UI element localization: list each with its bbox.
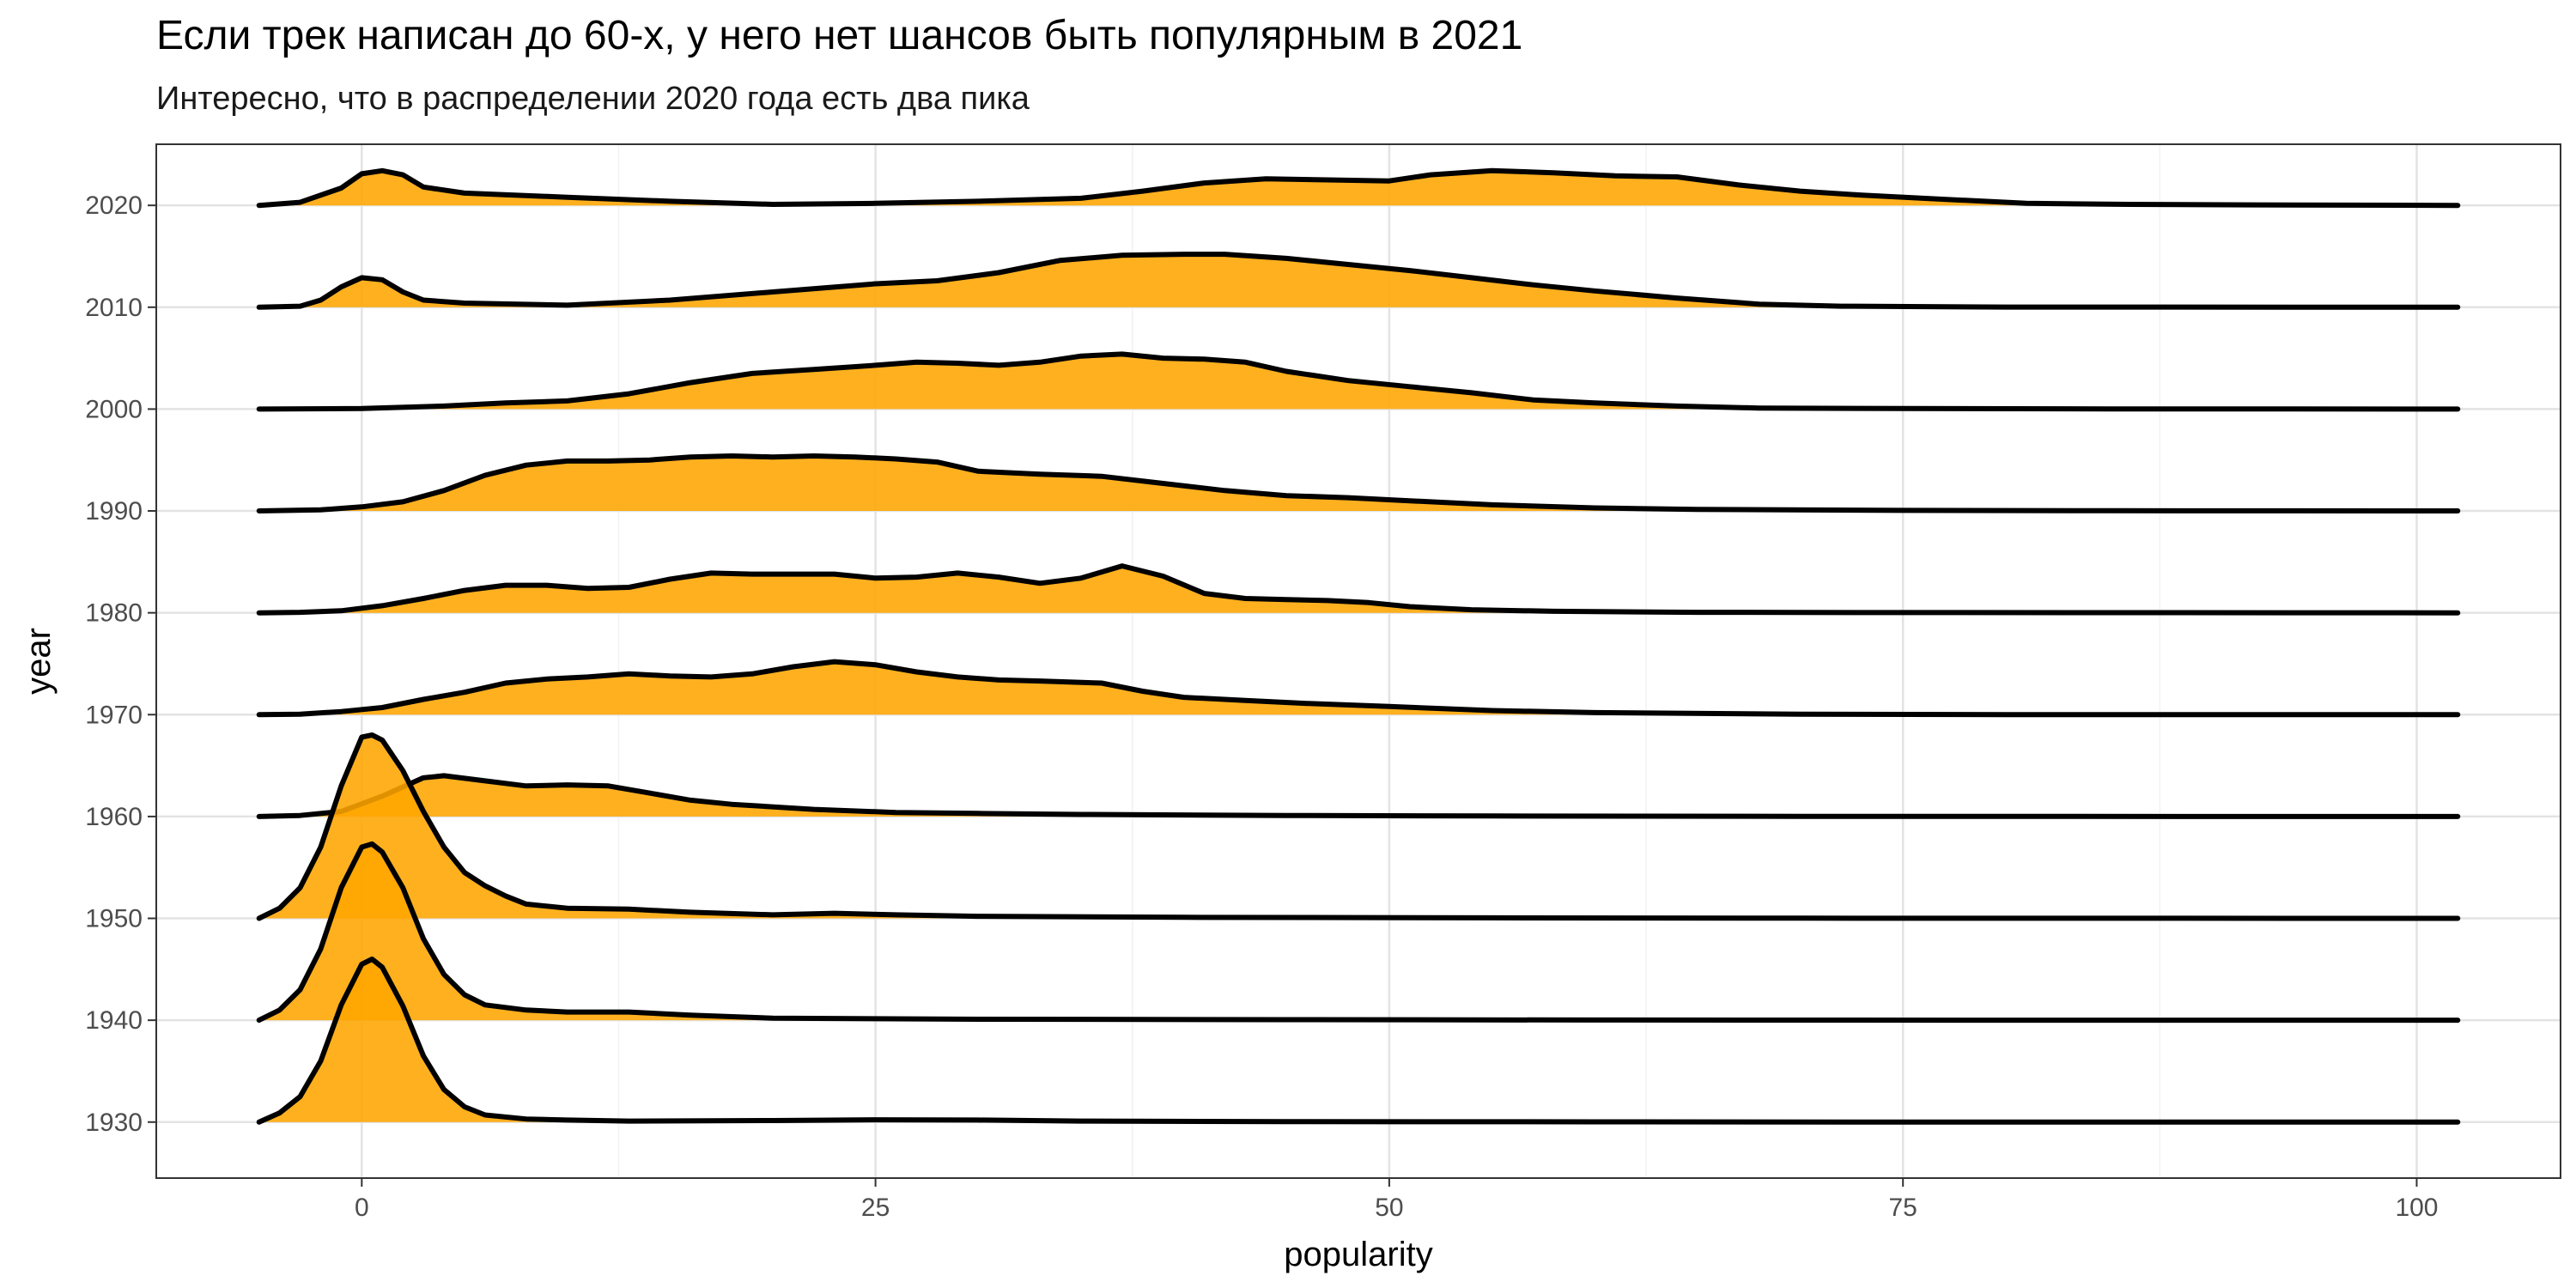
y-tick-label: 2000 [85, 395, 143, 423]
y-tick-label: 1940 [85, 1006, 143, 1035]
x-tick-label: 100 [2395, 1194, 2438, 1222]
ridge-fill-1990 [258, 456, 2458, 511]
ridge-2000 [256, 351, 2461, 412]
y-tick-label: 2020 [85, 191, 143, 220]
x-axis-title: popularity [1284, 1236, 1432, 1273]
ridge-1980 [256, 563, 2461, 616]
ridge-fill-2020 [258, 170, 2458, 206]
chart-title: Если трек написан до 60-х, у него нет ша… [156, 13, 1523, 58]
ridge-2010 [256, 252, 2461, 310]
ridge-line-2010 [256, 252, 2461, 310]
plot-border [155, 143, 2561, 1179]
x-tick-label: 75 [1889, 1194, 1917, 1222]
y-tick-label: 1980 [85, 599, 143, 628]
y-tick-label: 1950 [85, 905, 143, 933]
ridge-fill-1960 [258, 775, 2458, 817]
y-tick-label: 2010 [85, 294, 143, 322]
ridge-1970 [256, 659, 2461, 718]
ridge-line-2000 [256, 351, 2461, 412]
ridge-line-2020 [256, 167, 2461, 209]
ridge-line-1940 [256, 841, 2461, 1024]
y-tick-label: 1960 [85, 803, 143, 831]
x-tick-label: 25 [861, 1194, 890, 1222]
chart-subtitle: Интересно, что в распределении 2020 года… [156, 81, 1030, 117]
ridge-line-1950 [256, 732, 2461, 921]
ridge-1930 [256, 957, 2461, 1125]
ridge-line-1990 [256, 453, 2461, 513]
y-tick-label: 1990 [85, 497, 143, 526]
ridge-1990 [256, 453, 2461, 513]
ridge-fill-1970 [258, 661, 2458, 715]
ridge-2020 [256, 167, 2461, 209]
x-tick-label: 50 [1375, 1194, 1403, 1222]
y-axis-title: year [20, 628, 58, 695]
ridge-line-1980 [256, 563, 2461, 616]
ridge-fill-2010 [258, 254, 2458, 307]
ridge-line-1970 [256, 659, 2461, 718]
y-tick-label: 1970 [85, 701, 143, 729]
ridge-fill-1950 [258, 735, 2458, 919]
ridge-fill-1980 [258, 566, 2458, 613]
y-tick-label: 1930 [85, 1109, 143, 1137]
ridge-1950 [256, 732, 2461, 921]
x-tick-label: 0 [355, 1194, 369, 1222]
ridges [256, 167, 2461, 1125]
ridge-1940 [256, 841, 2461, 1024]
ridge-line-1930 [256, 957, 2461, 1125]
axes: 0 25 50 75 100 1930 1940 1950 1960 1970 1980 1990 20… [85, 191, 2438, 1222]
